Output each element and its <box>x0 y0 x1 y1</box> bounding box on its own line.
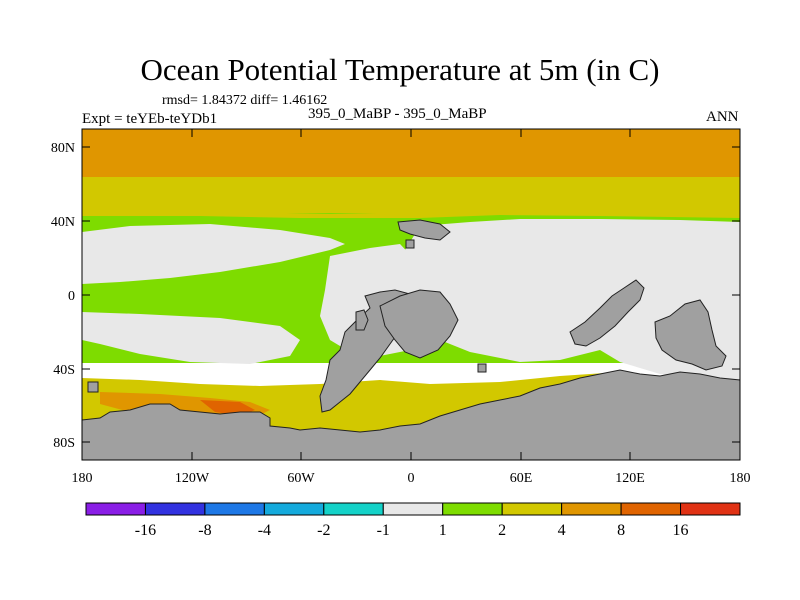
plot-title: Ocean Potential Temperature at 5m (in C) <box>140 52 660 87</box>
x-tick-label: 0 <box>408 471 415 486</box>
legend-label: 2 <box>498 522 506 539</box>
legend-label: 4 <box>558 522 566 539</box>
stats-text: rmsd= 1.84372 diff= 1.46162 <box>162 93 328 108</box>
legend-label: -8 <box>198 522 211 539</box>
legend-swatch <box>204 502 265 516</box>
north-landmass <box>397 219 451 241</box>
tropics-near-zero <box>400 219 740 380</box>
legend-swatch <box>323 502 384 516</box>
legend-swatch <box>501 502 563 516</box>
land-masses <box>81 219 741 461</box>
legend-swatch <box>680 502 741 516</box>
legend-labels: -16 -8 -4 -2 -1 1 2 4 8 16 <box>135 522 689 539</box>
island-north <box>405 239 415 249</box>
legend-label: 1 <box>439 522 447 539</box>
legend-label: -16 <box>135 522 156 539</box>
legend-label: -4 <box>258 522 271 539</box>
y-tick-label: 0 <box>68 289 75 304</box>
legend-swatch <box>442 502 503 516</box>
y-tick-labels: 80N 40N 0 40S 80S <box>51 141 75 451</box>
y-tick-label: 40N <box>51 215 75 230</box>
legend-swatch <box>144 502 206 516</box>
legend-label: 8 <box>617 522 625 539</box>
island-south <box>477 363 487 373</box>
antarctica <box>81 369 741 461</box>
x-tick-label: 180 <box>72 471 93 486</box>
legend-label: -2 <box>317 522 330 539</box>
pacific-north-near-zero <box>82 224 345 284</box>
x-tick-label: 120W <box>175 471 210 486</box>
map-panel <box>81 129 741 461</box>
x-tick-label: 60W <box>287 471 315 486</box>
pacific-south-near-zero <box>82 312 300 364</box>
x-tick-labels: 180 120W 60W 0 60E 120E 180 <box>72 471 751 486</box>
island-sw <box>87 381 99 393</box>
case-label: 395_0_MaBP - 395_0_MaBP <box>308 106 487 122</box>
x-tick-label: 120E <box>615 471 645 486</box>
legend-swatch <box>382 502 444 516</box>
tick-marks <box>81 129 741 460</box>
legend-swatch <box>263 502 325 516</box>
x-tick-label: 60E <box>510 471 533 486</box>
y-tick-label: 80N <box>51 141 75 156</box>
legend-swatch <box>620 502 682 516</box>
legend-swatch <box>561 502 622 516</box>
y-tick-label: 40S <box>53 363 75 378</box>
season-label: ANN <box>706 109 739 125</box>
legend-swatch <box>85 502 146 516</box>
legend-colorbar <box>85 502 741 516</box>
africa <box>379 289 459 359</box>
x-tick-label: 180 <box>730 471 751 486</box>
far-east-landmass <box>654 299 727 371</box>
band-north-2to4 <box>82 177 740 213</box>
eastern-landmass <box>569 279 645 347</box>
y-tick-label: 80S <box>53 436 75 451</box>
legend-label: -1 <box>377 522 390 539</box>
legend-label: 16 <box>673 522 689 539</box>
band-north-edge <box>82 210 740 218</box>
experiment-label: Expt = teYEb-teYDb1 <box>82 111 218 127</box>
island-west <box>355 309 369 331</box>
